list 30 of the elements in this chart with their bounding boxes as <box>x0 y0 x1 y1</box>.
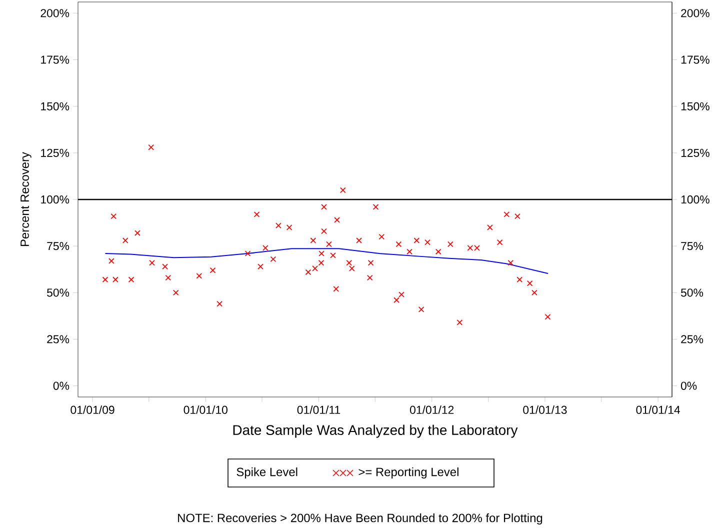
y2-tick-label: 100% <box>681 195 710 204</box>
x-tick-label: 01/01/11 <box>297 406 340 414</box>
legend-title: Spike Level <box>236 467 298 479</box>
x-tick-label: 01/01/10 <box>184 406 228 414</box>
text: NOTE: Recoveries > 200% Have Been Rounded to 200% for Plotting <box>178 513 542 525</box>
y-tick-label: 200% <box>40 9 70 18</box>
x-tick-label: 01/01/12 <box>410 406 454 414</box>
y-tick-label: 50% <box>47 288 70 297</box>
y2-tick-label: 25% <box>681 335 704 344</box>
y2-tick-label: 150% <box>681 102 710 110</box>
x-axis-title: Date Sample Was Analyzed by the Laboratory <box>233 424 518 438</box>
y-tick-label: 125% <box>41 148 70 157</box>
y-tick-label: 75% <box>47 242 70 250</box>
y2-tick-label: 75% <box>681 242 704 250</box>
y2-tick-label: 50% <box>680 288 704 297</box>
y2-tick-label: 200% <box>681 9 710 18</box>
y2-tick-label: 125% <box>681 148 710 157</box>
y-tick-label: 100% <box>41 195 70 204</box>
y-axis-title: Percent Recovery <box>20 152 32 246</box>
x-tick-label: 01/01/14 <box>636 406 680 414</box>
line-series <box>104 248 549 274</box>
y-tick-label: 0% <box>53 382 70 390</box>
x-tick-label: 01/01/13 <box>523 406 567 414</box>
legend-label: >= Reporting Level <box>358 467 458 479</box>
y-tick-label: 175% <box>41 56 70 64</box>
y2-tick-label: 0% <box>680 382 697 390</box>
y-tick-label: 150% <box>41 102 70 110</box>
x-tick-label: 01/01/09 <box>70 406 114 414</box>
y-tick-label: 25% <box>47 335 70 344</box>
y2-tick-label: 175% <box>681 56 710 64</box>
